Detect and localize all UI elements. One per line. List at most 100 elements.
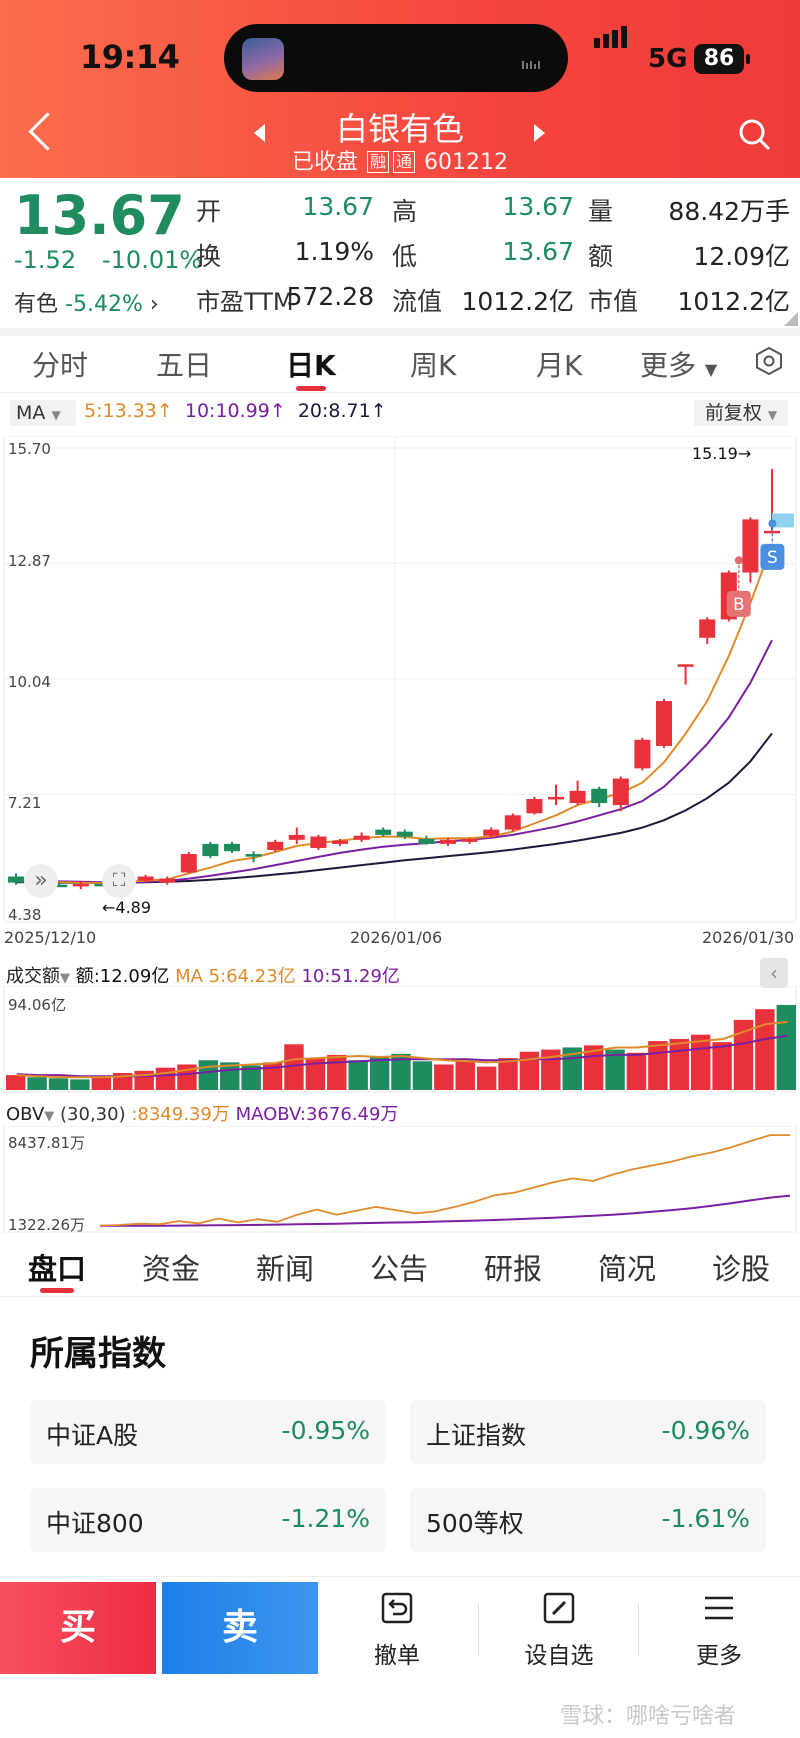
tab-announcements[interactable]: 公告 <box>370 1252 429 1286</box>
quote-value: 88.42万手 <box>668 197 790 226</box>
candle-body <box>137 876 154 881</box>
volume-chart[interactable] <box>0 986 800 1094</box>
now-playing-thumbnail[interactable] <box>242 38 284 80</box>
tab-news[interactable]: 新闻 <box>256 1252 315 1286</box>
volume-bar <box>391 1053 411 1090</box>
tab-weekly-k[interactable]: 周K <box>410 349 457 382</box>
volume-bar <box>498 1058 518 1090</box>
volume-bar <box>155 1067 176 1090</box>
arrow-up-icon: ↑ <box>156 400 173 422</box>
index-change: -0.95% <box>281 1416 370 1445</box>
add-watchlist-button[interactable]: 设自选 <box>504 1590 614 1670</box>
next-stock-icon[interactable] <box>534 124 545 142</box>
candle-body <box>180 854 197 873</box>
buy-button[interactable]: 买 <box>0 1582 156 1674</box>
tab-diagnosis[interactable]: 诊股 <box>712 1252 771 1286</box>
tab-order-book[interactable]: 盘口 <box>28 1252 87 1286</box>
ma20-value: 20:8.71 <box>297 400 371 422</box>
expand-corner-icon[interactable] <box>784 312 798 326</box>
index-card[interactable]: 中证800 -1.21% <box>30 1488 386 1552</box>
stock-subtitle: 已收盘 融通 601212 <box>0 144 800 176</box>
volume-bar <box>455 1061 475 1090</box>
volume-header: 成交额▼ 额:12.09亿 MA 5:64.23亿 10:51.29亿 <box>6 962 400 988</box>
obv-frame <box>3 1126 797 1233</box>
adjust-select[interactable]: 前复权 ▼ <box>694 400 788 426</box>
indicator-select[interactable]: MA ▼ <box>10 400 76 426</box>
candle-body <box>612 778 629 806</box>
ma20-line <box>16 732 773 884</box>
cancel-order-button[interactable]: 撤单 <box>342 1590 452 1670</box>
volume-bar <box>519 1051 540 1090</box>
fullscreen-icon[interactable]: ⛶ <box>102 864 136 898</box>
tab-research[interactable]: 研报 <box>484 1252 543 1286</box>
volume-bar <box>284 1044 304 1090</box>
candle-body <box>267 841 284 851</box>
candle-body <box>375 829 392 835</box>
sector-pct: -5.42% <box>65 292 143 317</box>
maobv-line <box>99 1194 791 1227</box>
tab-daily-k[interactable]: 日K <box>286 349 336 382</box>
stock-code: 601212 <box>424 150 509 175</box>
ma-lines <box>15 544 773 885</box>
edit-icon <box>543 1592 575 1624</box>
y-tick: 12.87 <box>8 552 51 570</box>
caret-down-icon[interactable]: ▼ <box>60 971 70 986</box>
ma10-line <box>15 639 773 884</box>
obv-chart[interactable] <box>0 1126 800 1234</box>
stock-name: 白银有色 <box>335 110 464 148</box>
collapse-panel-icon[interactable]: ‹ <box>760 958 788 988</box>
candle-body <box>418 838 435 844</box>
tab-profile[interactable]: 简况 <box>598 1252 657 1286</box>
high-annotation: 15.19→ <box>692 444 752 463</box>
quote-value: 1012.2亿 <box>461 287 574 316</box>
battery-icon: 86 <box>694 44 744 74</box>
active-tab-indicator <box>40 1288 74 1293</box>
search-icon[interactable] <box>738 118 770 150</box>
caret-down-icon[interactable]: ▼ <box>44 1109 55 1124</box>
separator <box>478 1604 479 1656</box>
tab-more[interactable]: 更多 ▼ <box>640 344 717 384</box>
volume-bar <box>348 1060 368 1090</box>
active-tab-indicator <box>296 386 326 391</box>
price-change: -1.52 <box>14 246 77 274</box>
quote-value: 13.67 <box>502 192 574 221</box>
obv-line <box>99 1134 790 1227</box>
obv-lines <box>99 1134 791 1227</box>
prev-stock-icon[interactable] <box>254 124 265 142</box>
tab-intraday[interactable]: 分时 <box>32 349 89 382</box>
quote-label: 额 <box>588 242 614 271</box>
candle-body <box>159 878 176 883</box>
tab-monthly-k[interactable]: 月K <box>536 349 583 382</box>
tab-capital[interactable]: 资金 <box>142 1252 201 1286</box>
volume-value: 额:12.09亿 <box>75 966 170 987</box>
settings-hex-icon[interactable] <box>754 346 784 376</box>
expand-left-icon[interactable]: » <box>24 864 58 898</box>
volume-bar <box>70 1079 90 1090</box>
candle-body <box>224 843 240 852</box>
volume-bar <box>690 1034 711 1090</box>
x-tick: 2025/12/10 <box>4 928 97 947</box>
volume-bar <box>27 1077 47 1090</box>
volume-bar <box>476 1066 497 1090</box>
tab-five-day[interactable]: 五日 <box>156 349 213 382</box>
index-card[interactable]: 500等权 -1.61% <box>410 1488 766 1552</box>
sell-button[interactable]: 卖 <box>162 1582 318 1674</box>
ma5-line <box>15 544 773 885</box>
more-button[interactable]: 更多 <box>664 1590 774 1670</box>
volume-bar <box>669 1038 689 1090</box>
candle-body <box>526 798 543 814</box>
index-name: 中证800 <box>46 1509 144 1538</box>
index-card[interactable]: 上证指数 -0.96% <box>410 1400 766 1464</box>
caret-down-icon: ▼ <box>51 408 61 422</box>
ma5-value: 5:13.33 <box>84 400 157 422</box>
index-card[interactable]: 中证A股 -0.95% <box>30 1400 386 1464</box>
candle-body <box>591 788 608 804</box>
menu-icon <box>705 1596 733 1620</box>
volume-bar <box>434 1064 454 1090</box>
ma-label: MA <box>16 402 46 424</box>
sector-link[interactable]: 有色 -5.42% › <box>14 286 159 318</box>
low-value: 4.89 <box>115 898 152 917</box>
candle-body <box>656 701 672 746</box>
quote-label: 开 <box>196 197 222 226</box>
quote-label: 换 <box>196 242 222 271</box>
